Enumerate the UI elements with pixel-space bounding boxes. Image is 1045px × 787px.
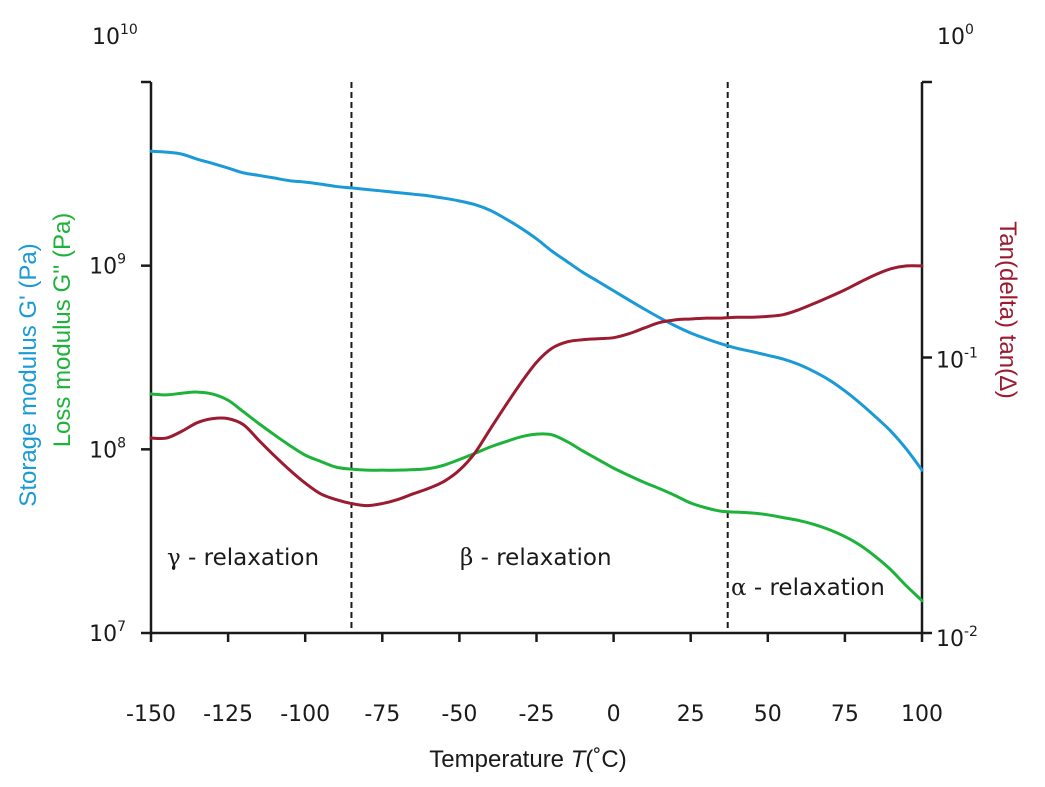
loss-modulus-line — [149, 390, 924, 603]
left-tick-label-exponent: 9 — [117, 252, 126, 268]
right-top-tick-label-exponent: 0 — [965, 22, 974, 38]
storage-modulus-axis-title: Storage modulus G' (Pa) — [15, 243, 42, 506]
loss-modulus-axis-title: Loss modulus G'' (Pa) — [49, 213, 76, 448]
x-tick-label: 100 — [901, 702, 943, 727]
left-top-tick-label: 1010 — [92, 22, 138, 50]
x-axis-ticks: -150 -125 -100 -75 -50 -25 0 25 50 75 100 — [126, 633, 943, 727]
relaxation-dividers — [350, 82, 729, 633]
x-tick-label: -100 — [280, 702, 330, 727]
x-tick-label: -75 — [364, 702, 400, 727]
storage-modulus-line — [149, 149, 924, 472]
left-tick-label-exponent: 7 — [117, 619, 126, 635]
alpha-relaxation-label: α - relaxation — [731, 575, 885, 601]
gamma-text: - relaxation — [181, 545, 319, 571]
left-top-tick-label-base: 10 — [92, 25, 120, 50]
right-tick-label-exponent: -1 — [964, 346, 978, 362]
series-lines — [149, 149, 924, 603]
x-tick-label: 25 — [677, 702, 705, 727]
beta-symbol: β — [460, 545, 473, 571]
right-tick-label: 10-1 — [936, 346, 978, 374]
alpha-text: - relaxation — [747, 575, 885, 601]
left-tick-label: 108 — [89, 435, 126, 463]
left-top-tick-label-exponent: 10 — [120, 22, 138, 38]
x-axis-title-unit: (˚C) — [585, 746, 626, 773]
x-axis-title-text: Temperature — [429, 746, 570, 773]
right-tick-label-base: 10 — [936, 349, 964, 374]
left-tick-label-base: 10 — [89, 438, 117, 463]
x-tick-label: -25 — [519, 702, 555, 727]
x-tick-label: 0 — [607, 702, 621, 727]
left-tick-label: 109 — [89, 252, 126, 280]
right-top-tick-label-base: 10 — [937, 25, 965, 50]
x-tick-label: -125 — [203, 702, 253, 727]
right-top-tick-label: 100 — [937, 22, 974, 50]
x-tick-label: -150 — [126, 702, 176, 727]
right-tick-label-exponent: -2 — [964, 624, 978, 640]
x-axis-title: Temperature T(˚C) — [429, 746, 626, 773]
tan-delta-axis-title: Tan(delta) tan(∆) — [994, 221, 1021, 398]
left-tick-label-base: 10 — [89, 622, 117, 647]
left-tick-label-base: 10 — [89, 255, 117, 280]
tan-delta-line — [149, 264, 924, 508]
right-tick-label-base: 10 — [936, 627, 964, 652]
x-tick-label: 75 — [831, 702, 859, 727]
left-tick-label-exponent: 8 — [117, 435, 126, 451]
gamma-symbol: γ — [167, 545, 181, 571]
beta-text: - relaxation — [473, 545, 611, 571]
gamma-relaxation-label: γ - relaxation — [167, 545, 319, 571]
left-tick-label: 107 — [89, 619, 126, 647]
x-tick-label: -50 — [441, 702, 477, 727]
alpha-symbol: α — [731, 575, 747, 601]
x-tick-label: 50 — [754, 702, 782, 727]
right-tick-label: 10-2 — [936, 624, 978, 652]
beta-relaxation-label: β - relaxation — [460, 545, 612, 571]
x-axis-title-symbol: T — [571, 746, 588, 773]
